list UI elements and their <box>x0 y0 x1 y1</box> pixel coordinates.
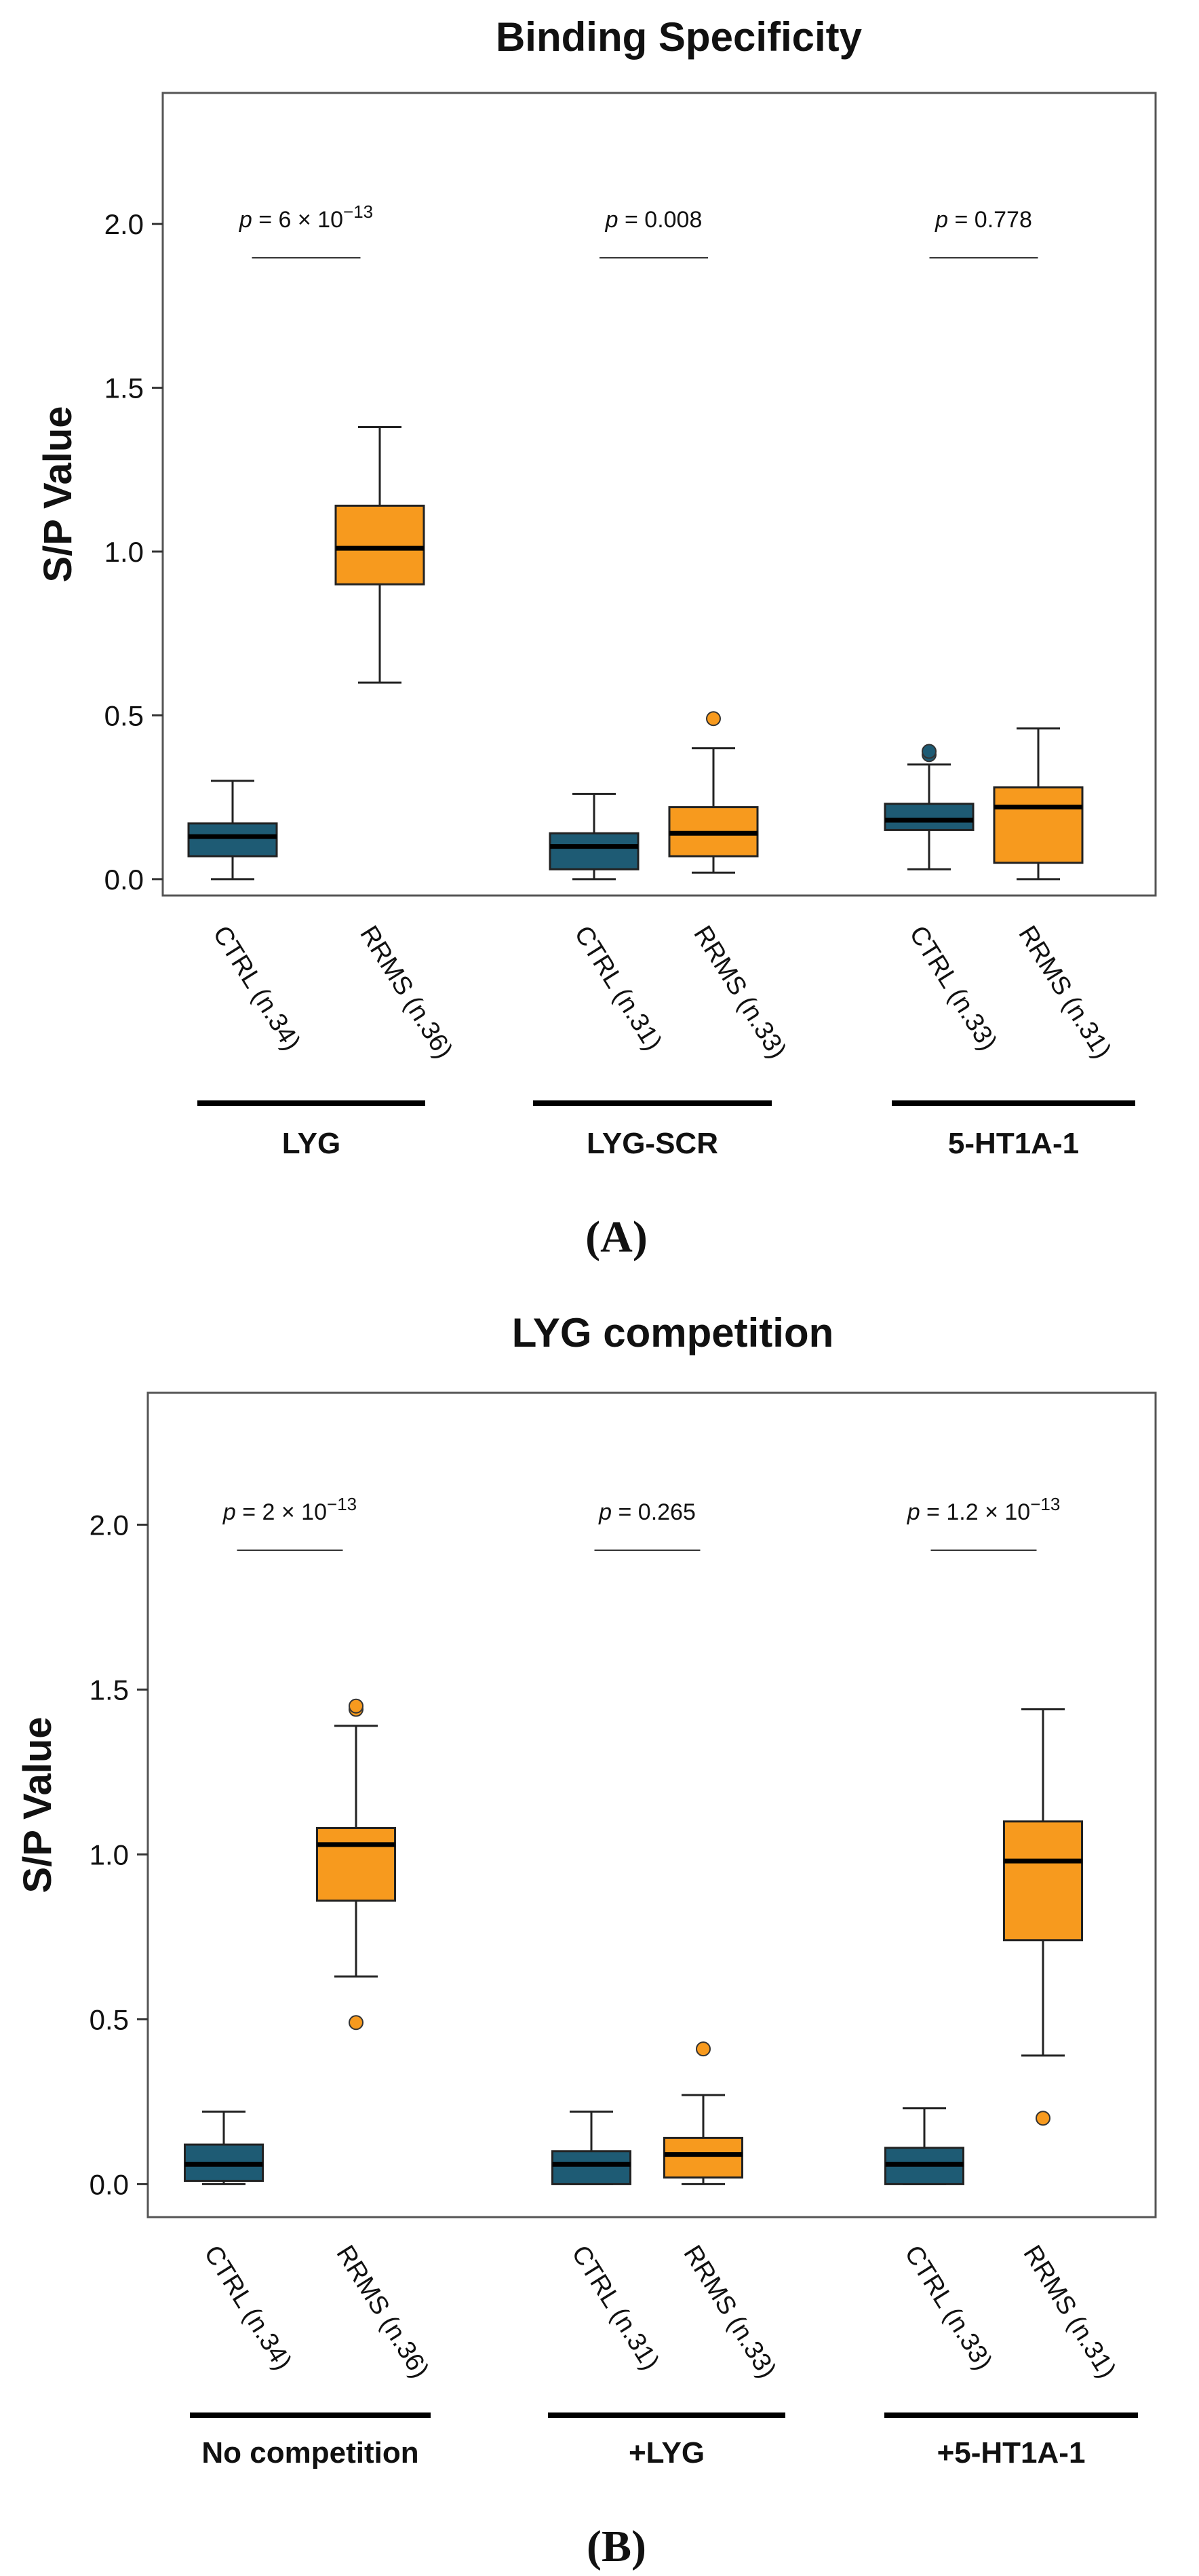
p-value-exponent: −13 <box>343 201 373 222</box>
box-body <box>316 1827 396 1902</box>
category-label: RRMS (n.36) <box>354 921 458 1064</box>
y-tick-label: 1.5 <box>104 372 144 404</box>
panel-label-open: ( <box>585 1212 600 1262</box>
panel-label: (A) <box>585 1212 648 1262</box>
group-label: +5-HT1A-1 <box>937 2436 1086 2469</box>
box-body <box>187 822 278 858</box>
p-value-exponent: −13 <box>327 1494 357 1514</box>
group-label: No competition <box>201 2436 418 2469</box>
y-tick-label: 2.0 <box>104 208 144 240</box>
group-label: LYG-SCR <box>587 1127 718 1160</box>
category-label: CTRL (n.31) <box>568 921 667 1056</box>
y-tick-label: 0.5 <box>90 2003 129 2035</box>
category-label: RRMS (n.33) <box>688 921 791 1064</box>
p-value-symbol: p <box>935 207 948 233</box>
p-value-label: p = 2 × 10−13 <box>222 1494 357 1525</box>
box-body <box>993 786 1084 864</box>
box-body <box>884 803 975 831</box>
group-label: LYG <box>282 1127 340 1160</box>
p-value-symbol: p <box>907 1499 920 1525</box>
p-value-symbol: p <box>598 1499 612 1525</box>
panel-label: (B) <box>587 2522 646 2571</box>
p-value-symbol: p <box>222 1499 236 1525</box>
p-value-symbol: p <box>239 207 252 233</box>
box-outlier <box>696 2041 711 2057</box>
panel-label-letter: B <box>602 2522 631 2571</box>
p-value-label: p = 0.265 <box>598 1499 696 1525</box>
box-outlier <box>349 2015 363 2031</box>
panel-label-open: ( <box>587 2522 602 2571</box>
y-tick-label: 1.0 <box>90 1839 129 1870</box>
box-body <box>549 832 640 870</box>
p-value-symbol: p <box>605 207 618 233</box>
y-tick-label: 0.0 <box>104 864 144 896</box>
group-label: +LYG <box>629 2436 705 2469</box>
panel-a: Binding Specificity S/P Value 0.0 0.5 1.0 1.5… <box>36 14 1157 1262</box>
p-value-text: = 0.778 <box>948 207 1032 233</box>
box-body <box>1003 1820 1083 1942</box>
chart-title: Binding Specificity <box>496 14 863 60</box>
plot-frame <box>161 92 1157 897</box>
y-axis-label: S/P Value <box>36 406 80 582</box>
y-tick-label: 0.5 <box>104 699 144 731</box>
category-label: CTRL (n.34) <box>207 921 306 1056</box>
plot-frame <box>146 1391 1157 2218</box>
p-value-text: = 0.265 <box>612 1499 696 1525</box>
category-label: RRMS (n.33) <box>677 2241 781 2383</box>
y-axis-label: S/P Value <box>16 1716 60 1893</box>
category-label: CTRL (n.33) <box>899 2241 998 2375</box>
box-outlier <box>1036 2111 1050 2126</box>
p-value-label: p = 0.778 <box>935 207 1032 233</box>
y-tick-label: 2.0 <box>90 1509 129 1541</box>
box-outlier <box>922 744 937 759</box>
box-body <box>663 2136 743 2179</box>
category-label: RRMS (n.31) <box>1013 921 1116 1064</box>
p-value-label: p = 1.2 × 10−13 <box>907 1494 1061 1525</box>
category-label: RRMS (n.36) <box>330 2241 434 2383</box>
box-body <box>334 504 425 585</box>
category-label: CTRL (n.34) <box>198 2241 297 2375</box>
panel-label-close: ) <box>631 2522 646 2571</box>
panel-label-close: ) <box>633 1212 648 1262</box>
p-value-text: = 1.2 × 10 <box>920 1499 1031 1525</box>
category-label: CTRL (n.31) <box>566 2241 665 2375</box>
box-outlier <box>349 1698 363 1714</box>
p-value-text: = 6 × 10 <box>252 207 343 233</box>
p-value-label: p = 0.008 <box>605 207 703 233</box>
category-label: RRMS (n.31) <box>1017 2241 1121 2383</box>
box-outlier <box>706 711 721 727</box>
chart-title: LYG competition <box>512 1310 834 1356</box>
group-label: 5-HT1A-1 <box>948 1127 1079 1160</box>
box-body <box>551 2150 631 2185</box>
p-value-label: p = 6 × 10−13 <box>239 201 373 233</box>
y-tick-label: 0.0 <box>90 2168 129 2200</box>
panel-b: LYG competition S/P Value 0.0 0.5 1.0 1.5 2.0 p… <box>16 1310 1157 2571</box>
category-label: CTRL (n.33) <box>903 921 1002 1056</box>
panel-label-letter: A <box>600 1212 633 1262</box>
p-value-exponent: −13 <box>1030 1494 1060 1514</box>
p-value-text: = 2 × 10 <box>236 1499 327 1525</box>
y-tick-label: 1.0 <box>104 536 144 568</box>
p-value-text: = 0.008 <box>618 207 703 233</box>
y-tick-label: 1.5 <box>90 1674 129 1706</box>
